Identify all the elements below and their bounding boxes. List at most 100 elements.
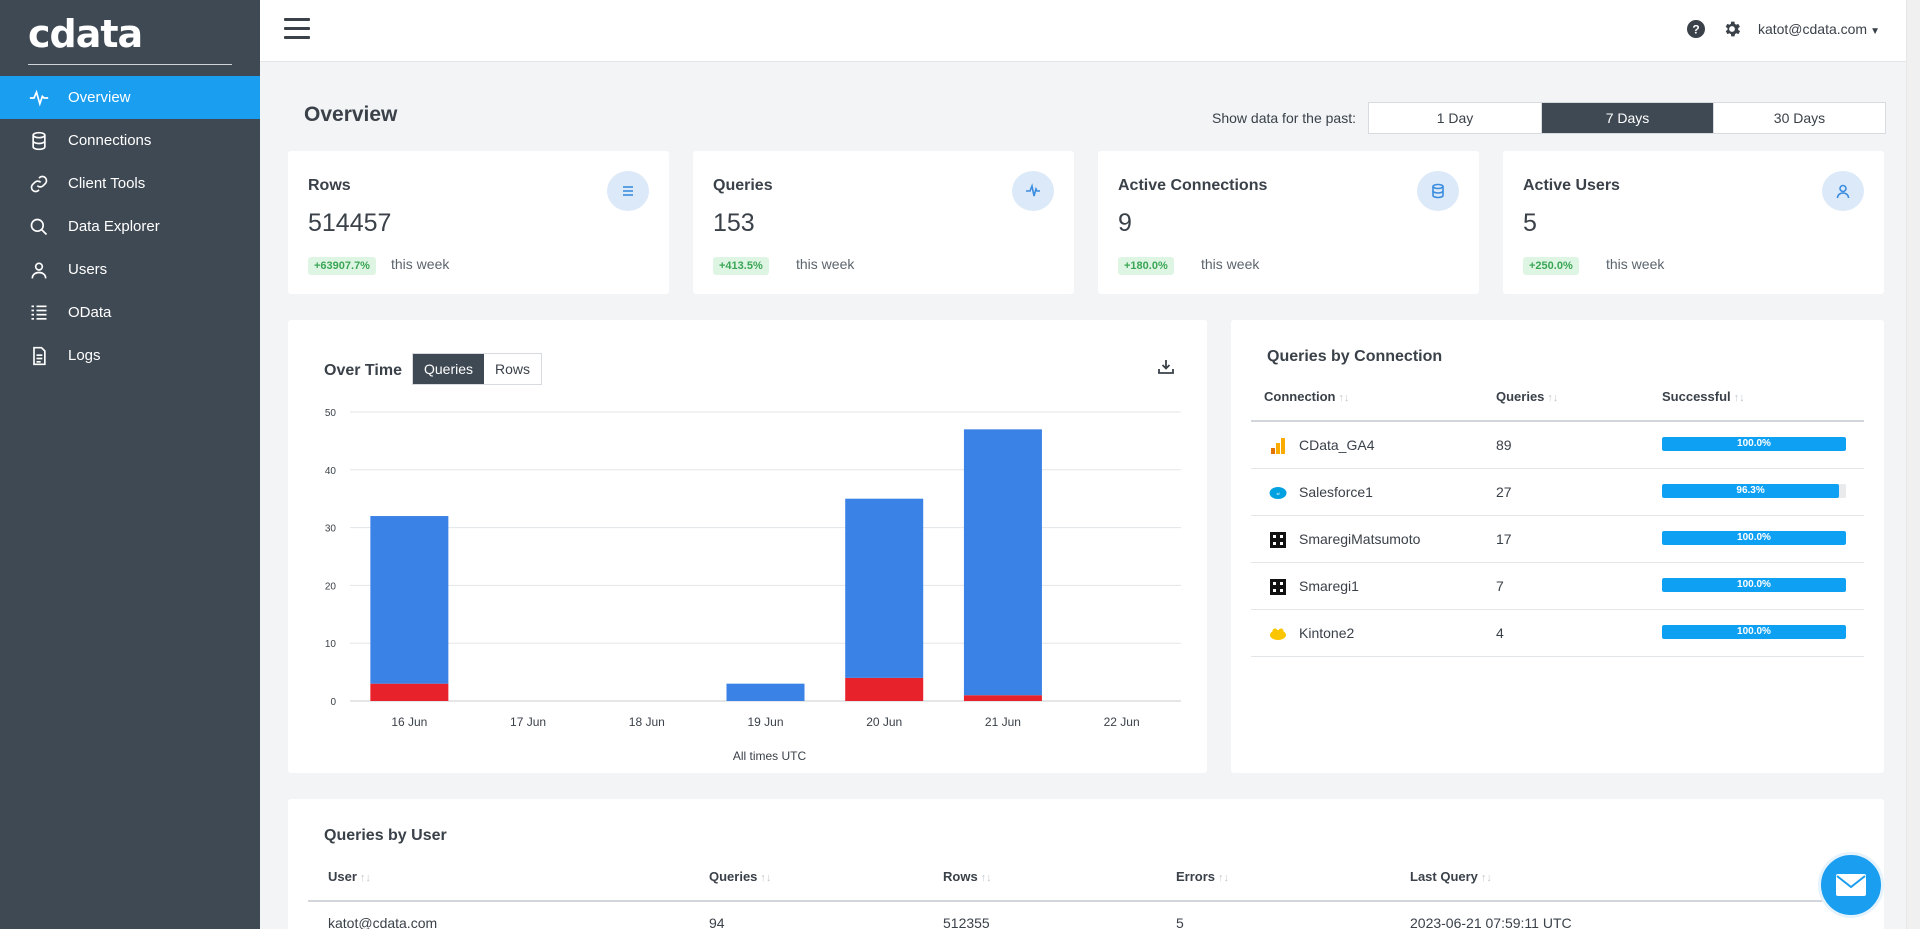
- bar: [726, 683, 805, 701]
- top-header: ? katot@cdata.com ▼: [260, 0, 1920, 62]
- sidebar-item-connections[interactable]: Connections: [0, 119, 260, 162]
- salesforce-icon: sf: [1269, 487, 1287, 499]
- range-1-day-button[interactable]: 1 Day: [1436, 110, 1474, 126]
- column-header-errors[interactable]: Errors ↑↓: [1176, 869, 1229, 884]
- stat-value: 514457: [308, 209, 392, 237]
- range-30-days-button[interactable]: 30 Days: [1712, 103, 1885, 133]
- page-title: Overview: [304, 103, 398, 126]
- column-header-user[interactable]: User ↑↓: [328, 869, 371, 884]
- column-header-connection[interactable]: Connection ↑↓: [1264, 389, 1350, 404]
- sidebar-item-overview[interactable]: Overview: [0, 76, 260, 119]
- toggle-queries-button[interactable]: Queries: [413, 354, 485, 384]
- range-label: Show data for the past:: [1212, 110, 1356, 126]
- bar: [370, 683, 449, 701]
- success-progress-bar: 100.0%: [1662, 437, 1846, 451]
- kintone-icon: [1270, 628, 1286, 640]
- connection-name[interactable]: Salesforce1: [1299, 484, 1373, 500]
- sort-icon: ↑↓: [1218, 872, 1230, 884]
- page-scrollbar[interactable]: [1906, 0, 1920, 929]
- connection-queries: 27: [1496, 484, 1512, 500]
- range-7-days-button[interactable]: 7 Days: [1540, 103, 1713, 133]
- sidebar-item-client-tools[interactable]: Client Tools: [0, 162, 260, 205]
- search-icon: [28, 216, 50, 238]
- sidebar-item-users[interactable]: Users: [0, 248, 260, 291]
- connection-name[interactable]: CData_GA4: [1299, 437, 1375, 453]
- stat-period: this week: [391, 256, 450, 272]
- column-header-queries[interactable]: Queries ↑↓: [1496, 389, 1558, 404]
- x-tick-label: 16 Jun: [391, 715, 427, 729]
- google-analytics-icon: [1271, 438, 1285, 454]
- stat-value: 153: [713, 209, 755, 237]
- sort-icon: ↑↓: [1338, 392, 1350, 404]
- user-icon: [1822, 171, 1864, 211]
- table-row[interactable]: Smaregi1 7 100.0%: [1251, 563, 1864, 610]
- sidebar-item-data-explorer[interactable]: Data Explorer: [0, 205, 260, 248]
- connection-name[interactable]: Kintone2: [1299, 625, 1355, 641]
- link-icon: [28, 173, 50, 195]
- connection-queries: 89: [1496, 437, 1512, 453]
- help-icon[interactable]: ?: [1686, 19, 1706, 39]
- contact-support-button[interactable]: [1818, 852, 1884, 918]
- stat-title: Rows: [308, 177, 351, 194]
- stat-card-queries: Queries 153 +413.5% this week: [693, 151, 1074, 294]
- user-errors-cell: 5: [1176, 915, 1184, 929]
- stat-change-badge: +63907.7%: [308, 257, 376, 275]
- pulse-icon: [28, 87, 50, 109]
- table-header-divider: [308, 900, 1864, 902]
- column-header-label: Queries: [709, 869, 758, 884]
- user-menu[interactable]: katot@cdata.com ▼: [1758, 21, 1880, 37]
- column-header-queries[interactable]: Queries ↑↓: [709, 869, 771, 884]
- stat-title: Queries: [713, 177, 773, 194]
- y-tick-label: 0: [330, 697, 336, 708]
- column-header-last-query[interactable]: Last Query ↑↓: [1410, 869, 1492, 884]
- column-header-label: Last Query: [1410, 869, 1478, 884]
- cdata-logo[interactable]: cdata: [28, 12, 143, 56]
- odata-icon: [28, 302, 50, 324]
- y-tick-label: 20: [325, 581, 337, 592]
- x-tick-label: 17 Jun: [510, 715, 546, 729]
- sort-icon: ↑↓: [359, 872, 371, 884]
- stat-card-rows: Rows 514457 +63907.7% this week: [288, 151, 669, 294]
- logo-text: cdata: [28, 12, 143, 56]
- table-row[interactable]: sf Salesforce1 27 96.3%: [1251, 469, 1864, 516]
- chart-metric-toggle: Queries Rows: [412, 353, 543, 385]
- svg-text:?: ?: [1692, 23, 1699, 37]
- stat-period: this week: [1606, 256, 1665, 272]
- connection-name[interactable]: Smaregi1: [1299, 578, 1359, 594]
- sidebar-item-label: OData: [68, 304, 112, 321]
- user-icon: [28, 259, 50, 281]
- x-tick-label: 18 Jun: [629, 715, 665, 729]
- column-header-successful[interactable]: Successful ↑↓: [1662, 389, 1745, 404]
- connection-name[interactable]: SmaregiMatsumoto: [1299, 531, 1421, 547]
- stat-title: Active Users: [1523, 177, 1620, 194]
- user-email-cell[interactable]: katot@cdata.com: [328, 915, 438, 929]
- table-row[interactable]: Kintone2 4 100.0%: [1251, 610, 1864, 657]
- document-icon: [28, 345, 50, 367]
- x-tick-label: 22 Jun: [1104, 715, 1140, 729]
- stat-period: this week: [1201, 256, 1260, 272]
- table-row[interactable]: CData_GA4 89 100.0%: [1251, 422, 1864, 469]
- bar: [370, 516, 449, 684]
- stat-value: 9: [1118, 209, 1132, 237]
- user-last-query-cell: 2023-06-21 07:59:11 UTC: [1410, 915, 1572, 929]
- menu-toggle-icon[interactable]: [284, 18, 310, 40]
- gear-icon[interactable]: [1722, 19, 1742, 39]
- sidebar-item-logs[interactable]: Logs: [0, 334, 260, 377]
- header-actions: ? katot@cdata.com ▼: [1686, 19, 1880, 39]
- column-header-rows[interactable]: Rows ↑↓: [943, 869, 992, 884]
- over-time-chart: 0 10 20 30 40 50 16 Jun 17 Jun 18 Jun 19 Jun 20 Ju…: [325, 408, 1181, 763]
- toggle-rows-button[interactable]: Rows: [484, 354, 542, 384]
- bar: [845, 677, 924, 701]
- smaregi-icon: [1270, 579, 1286, 595]
- queries-by-connection-card: Queries by Connection Connection ↑↓ Queri…: [1231, 320, 1884, 773]
- database-icon: [28, 130, 50, 152]
- download-icon[interactable]: [1157, 358, 1175, 376]
- success-progress-fill: 100.0%: [1662, 531, 1846, 545]
- sidebar-item-odata[interactable]: OData: [0, 291, 260, 334]
- sort-icon: ↑↓: [760, 872, 772, 884]
- sidebar-item-label: Client Tools: [68, 175, 146, 192]
- bar: [845, 498, 924, 678]
- chart-footnote: All times UTC: [733, 749, 807, 763]
- table-row[interactable]: SmaregiMatsumoto 17 100.0%: [1251, 516, 1864, 563]
- smaregi-icon: [1270, 532, 1286, 548]
